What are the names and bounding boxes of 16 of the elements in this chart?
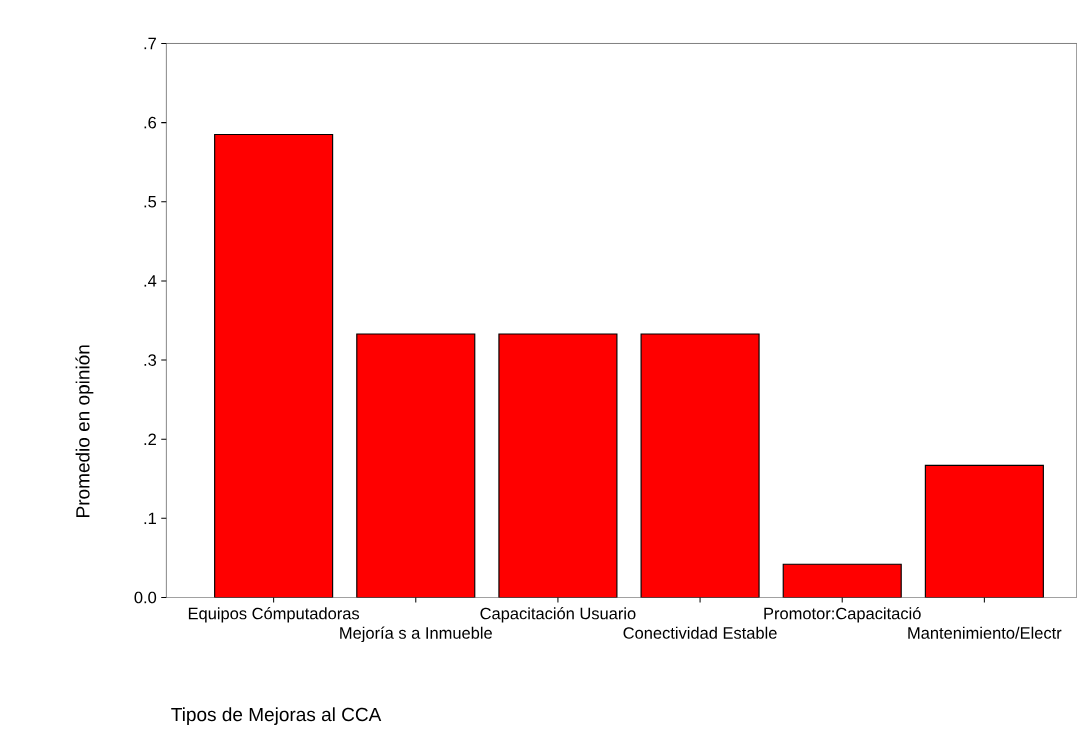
y-tick-label: .5 (144, 195, 157, 208)
y-axis-title: Promedio en opinión (75, 345, 94, 517)
x-axis-title: Tipos de Mejoras al CCA (171, 707, 382, 725)
x-tick-label: Equipos Cómputadoras (188, 606, 360, 623)
y-tick-label: .1 (144, 512, 156, 524)
y-tick-label: .6 (144, 116, 157, 129)
y-tick-label: .4 (144, 275, 157, 287)
y-tick-label: .2 (144, 433, 156, 445)
x-tick-label: Mejoría s a Inmueble (340, 626, 492, 642)
x-tick-label: Capacitación Usuario (480, 606, 636, 623)
y-tick-label: .7 (144, 37, 156, 50)
y-tick-label: .3 (144, 354, 157, 366)
x-tick-label: Promotor:Capacitació (764, 606, 921, 623)
x-tick-label: Conectividad Estable (623, 626, 777, 639)
x-tick-label: Mantenimiento/Electr (908, 626, 1062, 639)
y-tick-label: 0.0 (134, 591, 157, 604)
